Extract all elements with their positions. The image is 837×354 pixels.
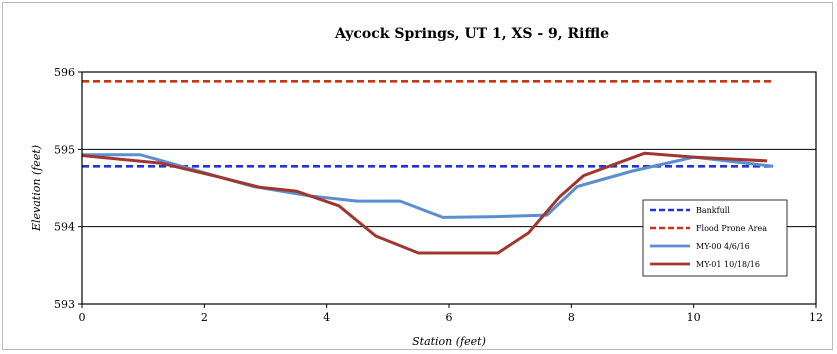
legend: Bankfull Flood Prone Area MY-00 4/6/16 MY-0… [642, 199, 788, 277]
x-tick-label-3: 6 [446, 311, 453, 324]
y-tick-label-3: 596 [54, 66, 75, 79]
legend-label-bankfull: Bankfull [696, 206, 730, 215]
x-tick-label-4: 8 [568, 311, 575, 324]
x-tick-label-5: 10 [687, 311, 701, 324]
x-tick-label-6: 12 [809, 311, 823, 324]
y-tick-label-2: 595 [54, 143, 75, 156]
chart-title: Aycock Springs, UT 1, XS - 9, Riffle [334, 26, 609, 42]
legend-label-flood-prone-area: Flood Prone Area [696, 224, 767, 233]
y-tick-label-1: 594 [54, 221, 75, 234]
series-line-my-01-10-18-16 [81, 151, 768, 255]
x-tick-label-2: 4 [323, 311, 330, 324]
y-tick-label-0: 593 [54, 298, 75, 311]
series-group [81, 80, 774, 255]
x-tick-label-0: 0 [79, 311, 86, 324]
legend-label-my-00-4-6-16: MY-00 4/6/16 [696, 242, 750, 251]
legend-label-my-01-10-18-16: MY-01 10/18/16 [696, 260, 760, 269]
x-axis-label: Station (feet) [412, 335, 486, 348]
y-axis-label: Elevation (feet) [30, 145, 43, 232]
x-tick-label-1: 2 [201, 311, 208, 324]
tick-labels: 0 2 4 6 8 10 12 593 594 595 596 [54, 66, 823, 324]
